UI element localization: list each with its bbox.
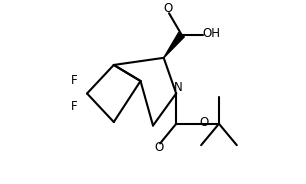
Polygon shape <box>164 33 184 58</box>
Text: O: O <box>163 2 173 15</box>
Text: O: O <box>199 116 208 128</box>
Text: F: F <box>71 100 77 113</box>
Text: OH: OH <box>203 27 221 40</box>
Text: O: O <box>155 141 164 154</box>
Text: N: N <box>174 81 182 94</box>
Text: F: F <box>71 74 77 87</box>
